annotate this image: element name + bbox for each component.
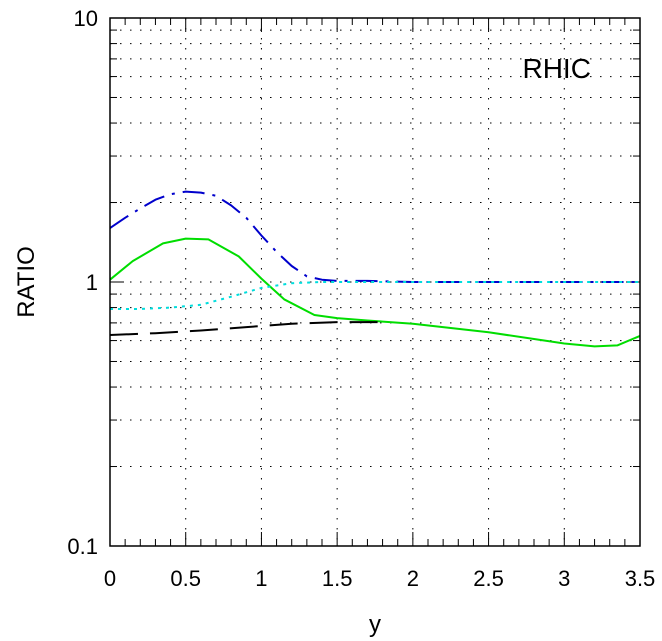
series-line-0 — [109, 190, 640, 283]
minor-ticks — [109, 17, 641, 547]
series-line-1 — [109, 237, 641, 348]
y-tick-label-1: 1 — [86, 270, 98, 295]
y-tick-labels: 0.1 1 10 — [67, 6, 98, 559]
x-tick-label-5: 2.5 — [473, 566, 504, 591]
x-axis-label: y — [369, 611, 381, 638]
x-tick-label-4: 2 — [407, 566, 419, 591]
series-line-3 — [109, 321, 383, 336]
x-tick-label-0: 0 — [104, 566, 116, 591]
x-tick-labels: 0 0.5 1 1.5 2 2.5 3 3.5 — [104, 566, 655, 591]
y-axis-label: RATIO — [13, 246, 40, 318]
series-line-2 — [110, 281, 640, 310]
x-tick-label-7: 3.5 — [625, 566, 656, 591]
y-tick-label-0: 0.1 — [67, 534, 98, 559]
y-tick-label-2: 10 — [74, 6, 98, 31]
grid — [110, 18, 640, 546]
x-tick-label-1: 0.5 — [170, 566, 201, 591]
plot-frame — [109, 17, 641, 547]
x-tick-label-3: 1.5 — [322, 566, 353, 591]
x-tick-label-2: 1 — [255, 566, 267, 591]
annotation-rhic: RHIC — [522, 53, 590, 84]
series-lines — [109, 190, 641, 348]
x-tick-label-6: 3 — [558, 566, 570, 591]
